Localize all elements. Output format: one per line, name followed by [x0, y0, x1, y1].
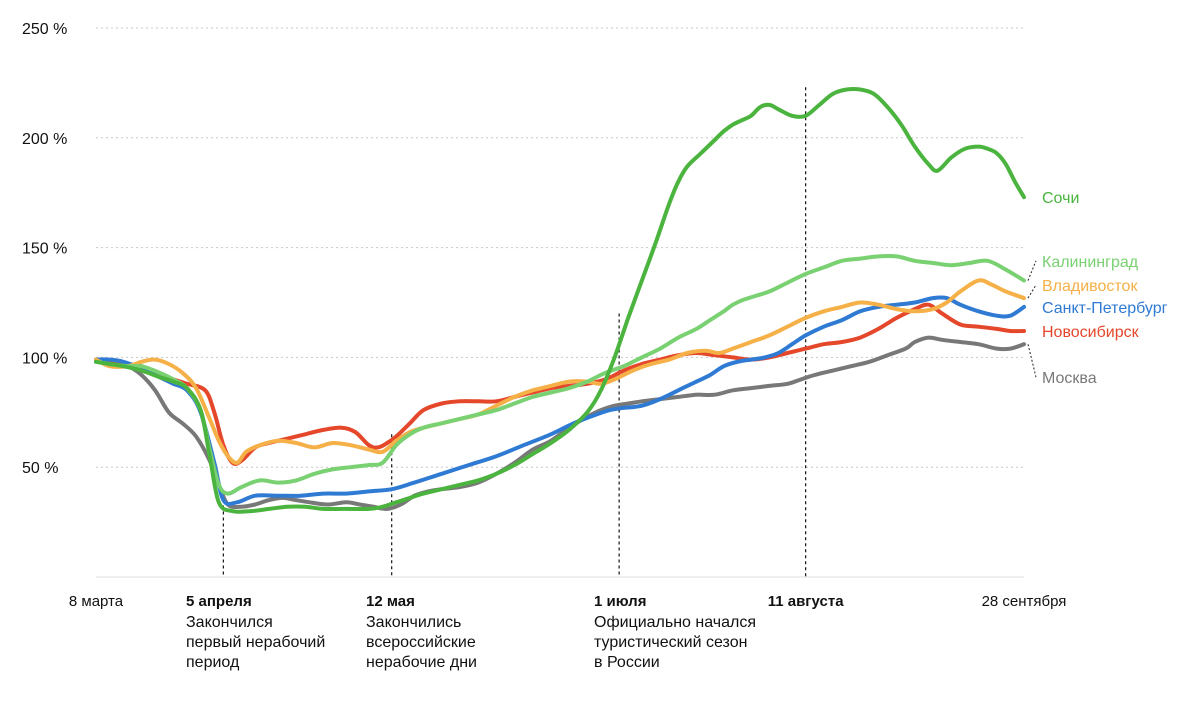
- x-tick-label: 1 июля: [594, 593, 646, 610]
- y-tick-label: 100 %: [22, 350, 67, 367]
- series-label: Калининград: [1042, 254, 1139, 271]
- series-line-5: [94, 86, 1026, 514]
- x-tick-label: 5 апреля: [186, 593, 252, 610]
- event-annotation-line: период: [186, 654, 240, 671]
- x-tick-label: 12 мая: [366, 593, 415, 610]
- y-tick-label: 200 %: [22, 131, 67, 148]
- series-leader-line: [1027, 260, 1037, 281]
- event-annotation-line: Закончился: [186, 614, 273, 631]
- event-annotation-line: нерабочие дни: [366, 654, 477, 671]
- event-annotation-line: туристический сезон: [594, 634, 747, 651]
- x-tick-label: 28 сентября: [982, 593, 1067, 610]
- series-lines: [94, 86, 1026, 514]
- x-tick-label: 11 августа: [768, 593, 844, 610]
- series-line-0: [94, 335, 1026, 511]
- series-label: Новосибирск: [1042, 324, 1140, 341]
- event-annotation-line: первый нерабочий: [186, 634, 325, 651]
- event-annotation-line: в России: [594, 654, 660, 671]
- series-label: Москва: [1042, 370, 1097, 387]
- event-annotation-line: всероссийские: [366, 634, 476, 651]
- series-label: Владивосток: [1042, 278, 1138, 295]
- x-axis: 8 марта 5 апреля 12 мая 1 июля 11 августа 28 …: [69, 593, 1067, 671]
- series-line-4: [94, 253, 1026, 496]
- series-label: Санкт-Петербург: [1042, 300, 1168, 317]
- series-leader-line: [1027, 344, 1037, 378]
- series-line-2: [94, 295, 1026, 506]
- gridlines: [96, 27, 1024, 468]
- y-tick-label: 250 %: [22, 21, 67, 38]
- y-tick-label: 150 %: [22, 241, 67, 258]
- x-tick-label: 8 марта: [69, 593, 124, 610]
- event-annotation-line: Официально начался: [594, 614, 756, 631]
- y-axis: 50 % 100 % 150 % 200 % 250 %: [22, 21, 1024, 578]
- series-line-3: [94, 278, 1026, 465]
- series-label: Сочи: [1042, 190, 1079, 207]
- series-leader-line: [1027, 284, 1037, 299]
- event-annotation-line: Закончились: [366, 614, 461, 631]
- y-tick-label: 50 %: [22, 460, 58, 477]
- series-labels: Москва Новосибирск Санкт-Петербург Владивос…: [1027, 190, 1168, 387]
